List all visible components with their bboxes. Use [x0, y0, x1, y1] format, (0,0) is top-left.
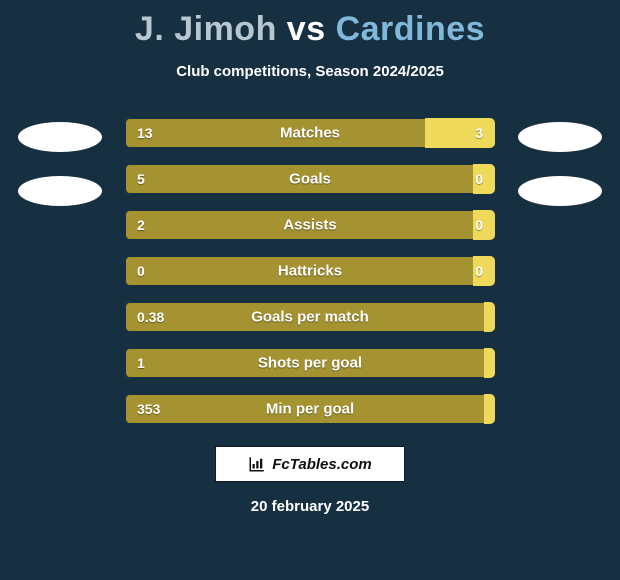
club-badge-placeholder — [18, 176, 102, 206]
title-player1: J. Jimoh — [135, 10, 277, 48]
stat-right-value: 0 — [475, 263, 483, 279]
stat-bars: 13Matches35Goals02Assists00Hattricks00.3… — [125, 118, 495, 424]
stat-bar: 5Goals0 — [125, 164, 495, 194]
stat-bar: 0.38Goals per match — [125, 302, 495, 332]
stat-label: Goals per match — [125, 309, 495, 326]
stat-right-value: 0 — [475, 217, 483, 233]
stat-label: Min per goal — [125, 401, 495, 418]
title-vs: vs — [287, 10, 326, 48]
brand-text: FcTables.com — [272, 456, 371, 473]
chart-icon — [248, 455, 266, 473]
badges-left — [18, 122, 102, 206]
brand-box[interactable]: FcTables.com — [215, 446, 405, 482]
club-badge-placeholder — [18, 122, 102, 152]
stat-right-value: 3 — [475, 125, 483, 141]
stat-bar: 2Assists0 — [125, 210, 495, 240]
stat-bar: 1Shots per goal — [125, 348, 495, 378]
stat-label: Goals — [125, 171, 495, 188]
stat-bar: 13Matches3 — [125, 118, 495, 148]
stat-bar: 0Hattricks0 — [125, 256, 495, 286]
club-badge-placeholder — [518, 176, 602, 206]
badges-right — [518, 122, 602, 206]
stat-label: Hattricks — [125, 263, 495, 280]
stat-label: Matches — [125, 125, 495, 142]
stat-label: Assists — [125, 217, 495, 234]
stat-bar: 353Min per goal — [125, 394, 495, 424]
title-player2: Cardines — [336, 10, 486, 48]
subtitle: Club competitions, Season 2024/2025 — [0, 63, 620, 80]
page-title: J. Jimoh vs Cardines — [0, 0, 620, 49]
stat-right-value: 0 — [475, 171, 483, 187]
club-badge-placeholder — [518, 122, 602, 152]
stat-label: Shots per goal — [125, 355, 495, 372]
date-text: 20 february 2025 — [0, 498, 620, 515]
